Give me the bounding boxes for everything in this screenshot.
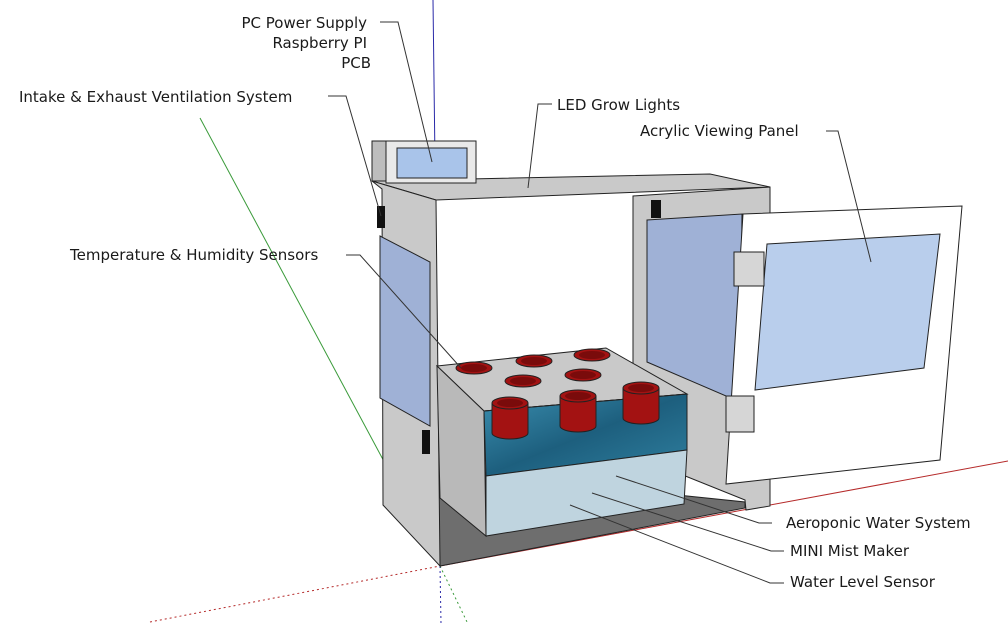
label-acrylic: Acrylic Viewing Panel — [640, 122, 799, 140]
side-port — [422, 430, 430, 454]
leader-psu — [380, 21, 433, 163]
door-panel — [725, 205, 963, 485]
leader-aeroponic — [615, 475, 772, 524]
pot-opening — [510, 377, 536, 385]
label-led: LED Grow Lights — [557, 96, 681, 114]
tank-lower — [485, 449, 688, 537]
pot-group — [455, 348, 660, 440]
hinge-top — [733, 251, 765, 287]
label-sensors: Temperature & Humidity Sensors — [70, 246, 319, 264]
blue-axis-dotted — [439, 565, 442, 624]
leader-water-level — [569, 504, 784, 584]
label-aeroponic: Aeroponic Water System — [786, 514, 971, 532]
acrylic-viewing-panel — [754, 233, 941, 391]
hinge-bottom — [725, 395, 755, 433]
pot-opening — [579, 351, 605, 359]
green-axis-dotted — [439, 565, 469, 624]
leader-sensors — [346, 254, 462, 369]
leader-led — [527, 103, 552, 189]
psu-side — [371, 140, 387, 182]
intake-vent — [377, 206, 385, 228]
left-window — [379, 235, 431, 427]
label-mist: MINI Mist Maker — [790, 542, 910, 560]
pot-body — [559, 395, 597, 433]
exhaust-vent — [651, 200, 661, 218]
pot-opening — [497, 399, 523, 407]
label-water-level: Water Level Sensor — [790, 573, 935, 591]
pot-opening — [461, 364, 487, 372]
red-axis-dotted — [149, 565, 441, 623]
pot-opening — [570, 371, 596, 379]
label-ventilation: Intake & Exhaust Ventilation System — [19, 88, 293, 106]
leader-ventilation — [328, 95, 382, 217]
leader-acrylic — [826, 130, 872, 263]
pot-opening — [521, 357, 547, 365]
leader-mist — [591, 492, 784, 552]
label-psu-line2: Raspberry PI — [272, 34, 367, 52]
pot-opening — [565, 392, 591, 400]
pot-opening — [628, 384, 654, 392]
pot-body — [491, 402, 529, 440]
label-psu-line1: PC Power Supply — [241, 14, 367, 32]
psu-screen — [396, 147, 468, 179]
aeroponic-unit — [435, 347, 689, 538]
label-psu-line3: PCB — [341, 54, 371, 72]
leader-lines — [328, 21, 872, 584]
pot-body — [622, 387, 660, 425]
